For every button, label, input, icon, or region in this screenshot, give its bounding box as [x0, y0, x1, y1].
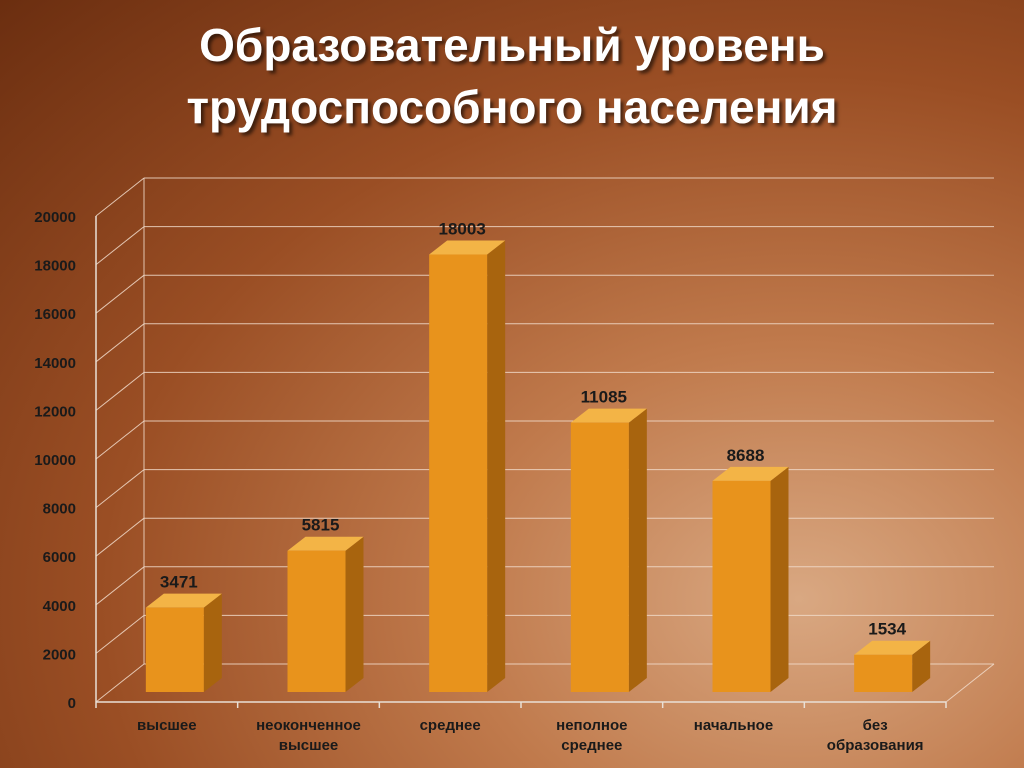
y-tick-label: 20000: [34, 209, 76, 226]
gridline-diagonal-0: [95, 663, 145, 703]
bar-1: [287, 536, 364, 692]
bar-front: [712, 480, 771, 692]
category-label-line: высшее: [137, 717, 197, 734]
bar-top: [145, 593, 222, 608]
category-label-line: среднее: [561, 737, 622, 754]
bar-top: [287, 536, 364, 551]
gridline-diagonal-12000: [95, 372, 145, 411]
category-label-line: начальное: [694, 717, 773, 734]
category-label-line: неоконченное: [256, 717, 361, 734]
gridline-diagonal-14000: [95, 323, 145, 363]
bar-0: [145, 593, 222, 692]
bar-3: [570, 408, 647, 692]
data-label: 11085: [581, 388, 627, 407]
bar-front: [570, 422, 629, 692]
gridline-diagonal-18000: [95, 226, 145, 265]
category-label: неполное среднее: [556, 717, 627, 754]
gridline-diagonal-6000: [95, 517, 145, 557]
bar-5: [854, 640, 931, 692]
y-tick-label: 14000: [34, 355, 76, 372]
data-label: 8688: [727, 446, 765, 465]
category-label: среднее: [420, 717, 481, 734]
bar-top: [712, 466, 789, 481]
data-label: 5815: [302, 516, 340, 535]
y-tick-label: 2000: [43, 646, 76, 663]
bar-front: [287, 550, 346, 692]
data-label: 18003: [439, 220, 486, 239]
category-label: неоконченное высшее: [256, 717, 361, 754]
gridline-diagonal-2000: [95, 615, 145, 654]
y-tick-label: 4000: [43, 598, 76, 615]
y-tick-label: 10000: [34, 452, 76, 469]
category-label-line: без: [863, 717, 888, 734]
bar-top: [570, 408, 647, 423]
data-label: 1534: [868, 620, 906, 639]
category-label: начальное: [694, 717, 773, 734]
bar-front: [429, 254, 488, 692]
axes: [95, 178, 995, 708]
gridline-diagonal-8000: [95, 469, 145, 508]
bar-top: [429, 240, 506, 255]
gridline-diagonal-16000: [95, 274, 145, 314]
category-label-line: неполное: [556, 717, 627, 734]
category-label: без образования: [827, 717, 924, 754]
bar-4: [712, 466, 789, 692]
bar-side: [628, 408, 647, 692]
bar-side: [203, 593, 222, 692]
y-tick-label: 16000: [34, 306, 76, 323]
gridline-diagonal-20000: [95, 177, 145, 217]
y-tick-label: 12000: [34, 403, 76, 420]
bar-top: [854, 640, 931, 655]
category-label-line: высшее: [279, 737, 339, 754]
gridline-diagonal-4000: [95, 566, 145, 606]
bar-side: [345, 536, 364, 692]
slide-title: Образовательный уровень трудоспособного …: [0, 14, 1024, 138]
bar-front: [145, 607, 204, 692]
bar-side: [770, 466, 789, 692]
slide-title-line-2: трудоспособного населения: [186, 81, 838, 133]
floor-right-edge: [945, 663, 995, 703]
slide-title-line-1: Образовательный уровень: [199, 19, 825, 71]
category-label-line: образования: [827, 737, 924, 754]
labels: 0 2000 4000 6000 8000 10000 12000 14000 16000 180…: [34, 209, 923, 754]
y-tick-label: 18000: [34, 258, 76, 275]
gridlines: [95, 177, 994, 703]
gridline-diagonal-10000: [95, 420, 145, 460]
data-label: 3471: [160, 573, 198, 592]
bar-side: [487, 240, 506, 692]
bar-side: [912, 640, 931, 692]
y-tick-label: 8000: [43, 501, 76, 518]
y-tick-label: 6000: [43, 549, 76, 566]
category-label-line: среднее: [420, 717, 481, 734]
bars: [145, 240, 931, 692]
bar-2: [429, 240, 506, 692]
bar-front: [854, 654, 913, 692]
category-label: высшее: [137, 717, 197, 734]
y-tick-label: 0: [68, 695, 76, 712]
